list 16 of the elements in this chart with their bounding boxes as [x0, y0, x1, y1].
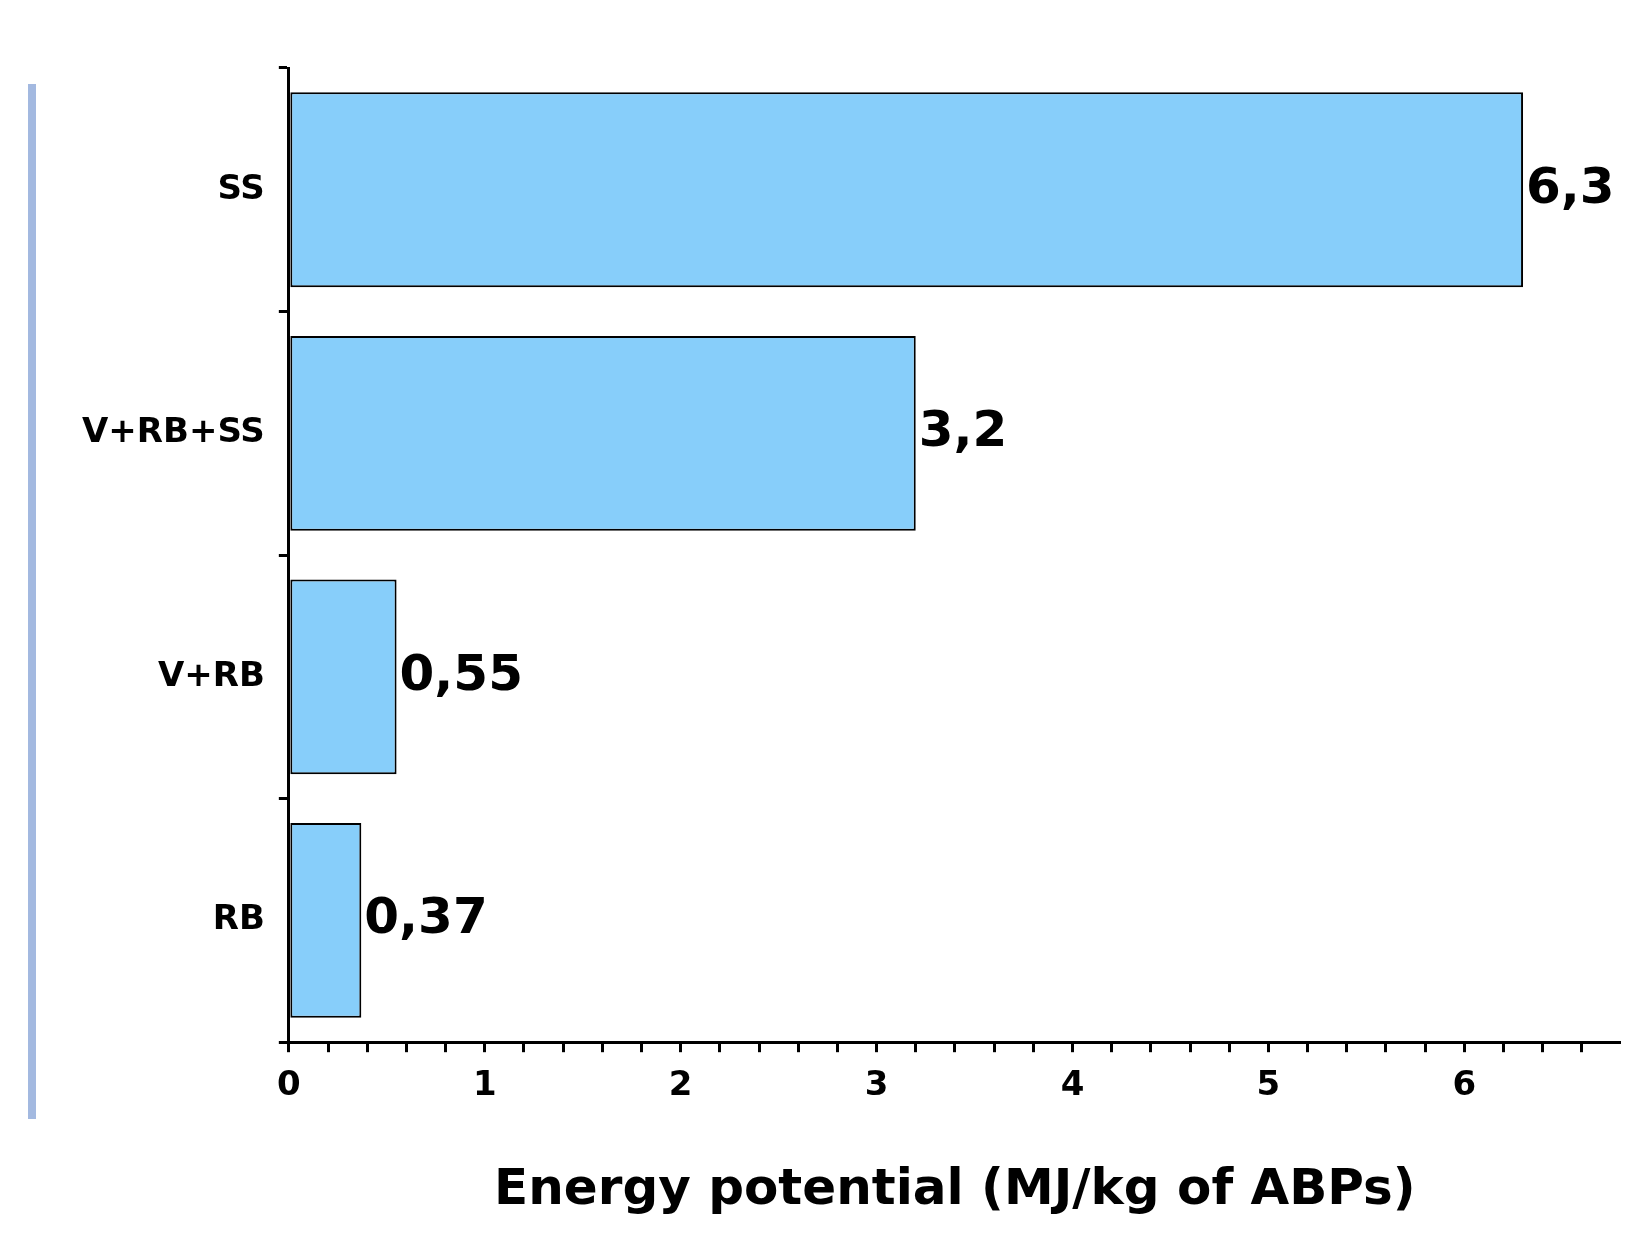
x-tick-label: 4: [1060, 1063, 1085, 1104]
data-label: 6,3: [1526, 156, 1615, 215]
x-axis-title: Energy potential (MJ/kg of ABPs): [494, 1157, 1416, 1216]
y-tick-label: SS: [217, 166, 265, 207]
x-tick-label: 3: [864, 1063, 889, 1104]
x-tick-label: 2: [668, 1063, 693, 1104]
y-tick-label: V+RB+SS: [81, 410, 265, 451]
x-tick-label: 0: [277, 1063, 301, 1104]
y-tick-label: V+RB: [157, 653, 265, 694]
x-tick-label: 6: [1452, 1063, 1477, 1104]
data-label: 3,2: [918, 400, 1008, 459]
data-label: 0,55: [399, 643, 523, 702]
x-tick-label: 1: [472, 1063, 497, 1104]
x-tick-label: 5: [1256, 1063, 1281, 1104]
y-tick-label: RB: [212, 897, 265, 938]
data-label: 0,37: [364, 887, 488, 946]
